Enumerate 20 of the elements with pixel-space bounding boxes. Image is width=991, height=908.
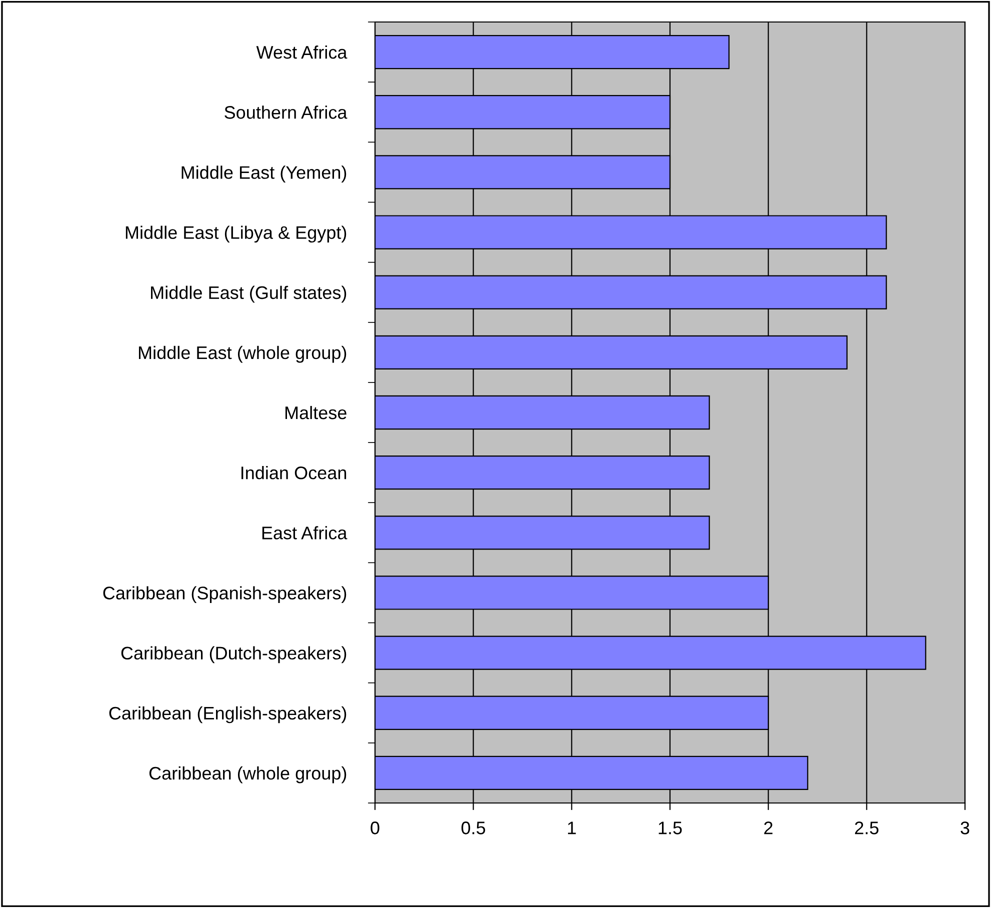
y-tick-label: Indian Ocean: [241, 466, 346, 480]
y-tick-label: Southern Africa: [224, 106, 348, 119]
y-tick-label: Middle East (Yemen): [182, 166, 346, 182]
x-tick-label: 3: [960, 822, 970, 834]
y-tick-label: Caribbean (Spanish-speakers): [103, 586, 346, 604]
x-tick-label: 1.5: [658, 822, 682, 834]
y-tick-label: Maltese: [285, 406, 346, 420]
x-tick-label: 2: [764, 822, 772, 834]
y-tick-label: Caribbean (whole group): [149, 766, 346, 784]
x-tick-label: 1: [568, 822, 576, 834]
x-tick-label: 2.5: [855, 822, 878, 834]
y-tick-label: East Africa: [262, 526, 348, 540]
y-tick-label: West Africa: [256, 45, 348, 59]
y-tick-label: Middle East (whole group): [138, 346, 346, 363]
y-tick-label: Middle East (Libya & Egypt): [126, 226, 346, 243]
y-tick-label: Caribbean (English-speakers): [109, 706, 346, 724]
x-tick-label: 0: [370, 822, 380, 834]
y-tick-label: Caribbean (Dutch-speakers): [121, 646, 346, 664]
y-tick-label: Middle East (Gulf states): [151, 286, 346, 303]
x-tick-label: 0.5: [461, 822, 486, 834]
